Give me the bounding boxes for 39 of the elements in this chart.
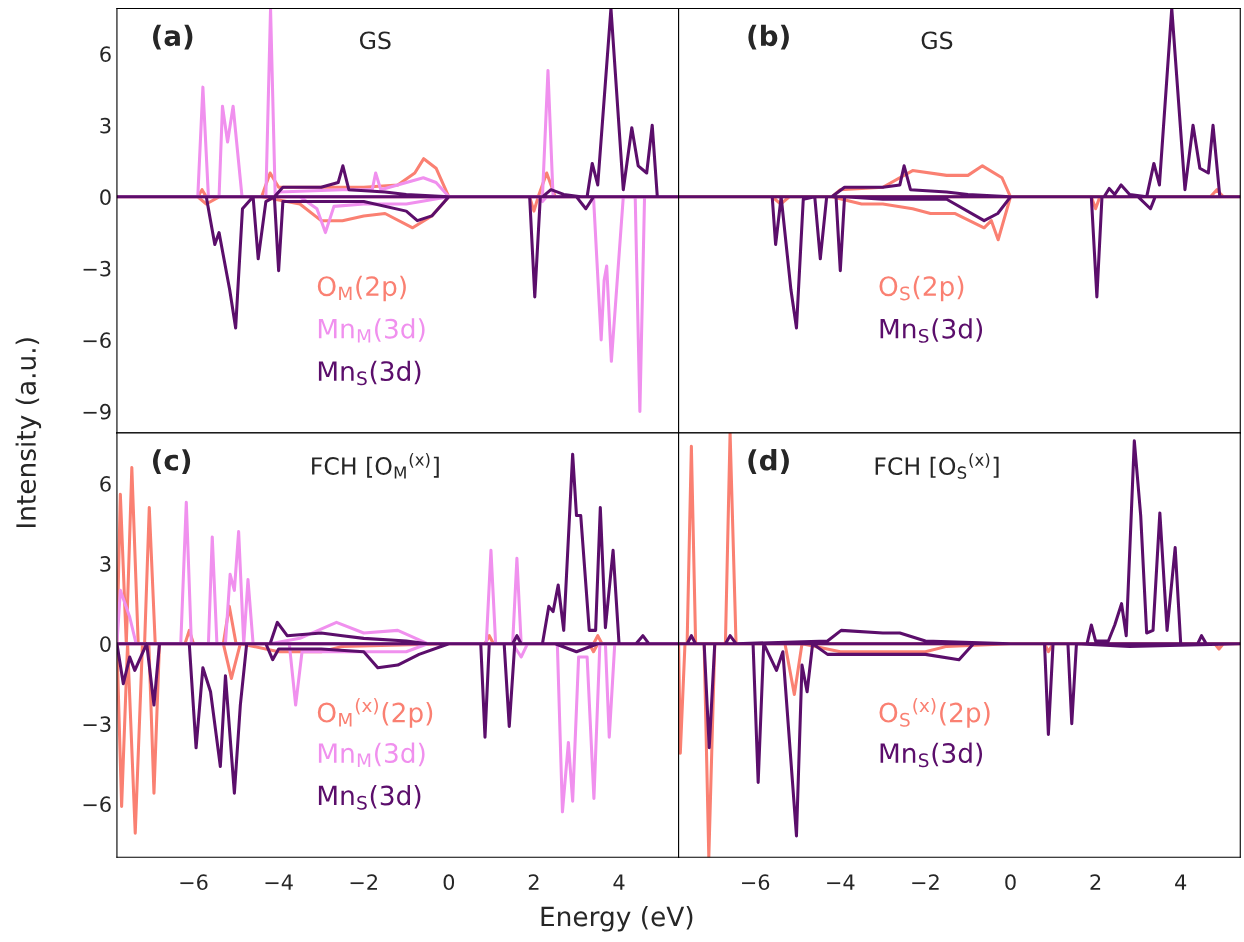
x-tick-label: 2 — [528, 874, 539, 890]
series-label: Mn$_{M}$(3d) — [318, 742, 425, 767]
y-tick-label: 0 — [100, 189, 111, 206]
y-tick-label: 6 — [100, 476, 111, 492]
annotation: GS — [921, 31, 953, 50]
annotation: GS — [359, 31, 391, 50]
y-axis-title: Intensity (a.u.) — [15, 338, 42, 528]
y-tick-label: 3 — [100, 556, 111, 572]
y-tick-label: 0 — [100, 636, 111, 652]
annotation: (a) — [153, 24, 193, 50]
series-label: O$_{S}$(2p) — [879, 275, 964, 302]
series-label: O$_{M}$(2p) — [317, 275, 406, 302]
y-tick-label: −3 — [83, 260, 111, 277]
y-tick-label: −3 — [83, 716, 111, 732]
x-tick-label: 4 — [613, 874, 625, 890]
x-axis-title: Energy (eV) — [541, 906, 693, 932]
x-tick-label: −2 — [912, 874, 939, 890]
x-tick-label: 4 — [1175, 874, 1187, 890]
text: Mn$_{S}$(3d) — [880, 318, 983, 343]
x-tick-label: −4 — [827, 874, 855, 890]
y-tick-label: 3 — [100, 117, 111, 134]
x-tick-label: −4 — [265, 874, 293, 890]
series-label: O$_{M}$$^{(x)}$(2p) — [317, 698, 433, 728]
y-tick-label: −6 — [83, 796, 111, 813]
text: Mn$_{S}$(3d) — [318, 785, 421, 810]
y-tick-label: −9 — [83, 403, 111, 420]
text: Mn$_{S}$(3d) — [318, 360, 421, 386]
x-tick-label: −2 — [350, 874, 377, 890]
x-tick-label: 2 — [1090, 874, 1101, 890]
text: Mn$_{M}$(3d) — [318, 318, 425, 343]
x-tick-label: −6 — [742, 874, 770, 891]
x-tick-label: 0 — [443, 874, 455, 891]
y-tick-label: −6 — [83, 332, 111, 349]
annotation: (b) — [748, 24, 789, 50]
x-tick-label: −6 — [180, 874, 208, 891]
x-tick-label: 0 — [1005, 874, 1016, 891]
annotation: (c) — [153, 449, 191, 474]
annotation: FCH [O$_{M}$$^{(x)}$] — [312, 453, 439, 479]
y-tick-label: 6 — [100, 46, 111, 62]
